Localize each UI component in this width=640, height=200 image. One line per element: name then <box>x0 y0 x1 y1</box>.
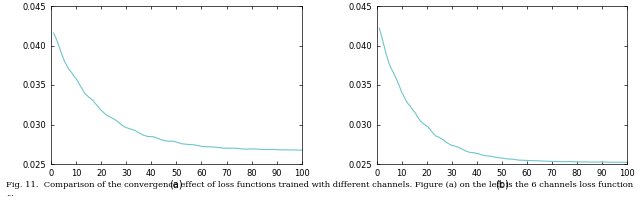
X-axis label: (b): (b) <box>495 179 509 189</box>
X-axis label: (a): (a) <box>170 179 183 189</box>
Text: Fig. 11.  Comparison of the convergence effect of loss functions trained with di: Fig. 11. Comparison of the convergence e… <box>6 181 634 198</box>
